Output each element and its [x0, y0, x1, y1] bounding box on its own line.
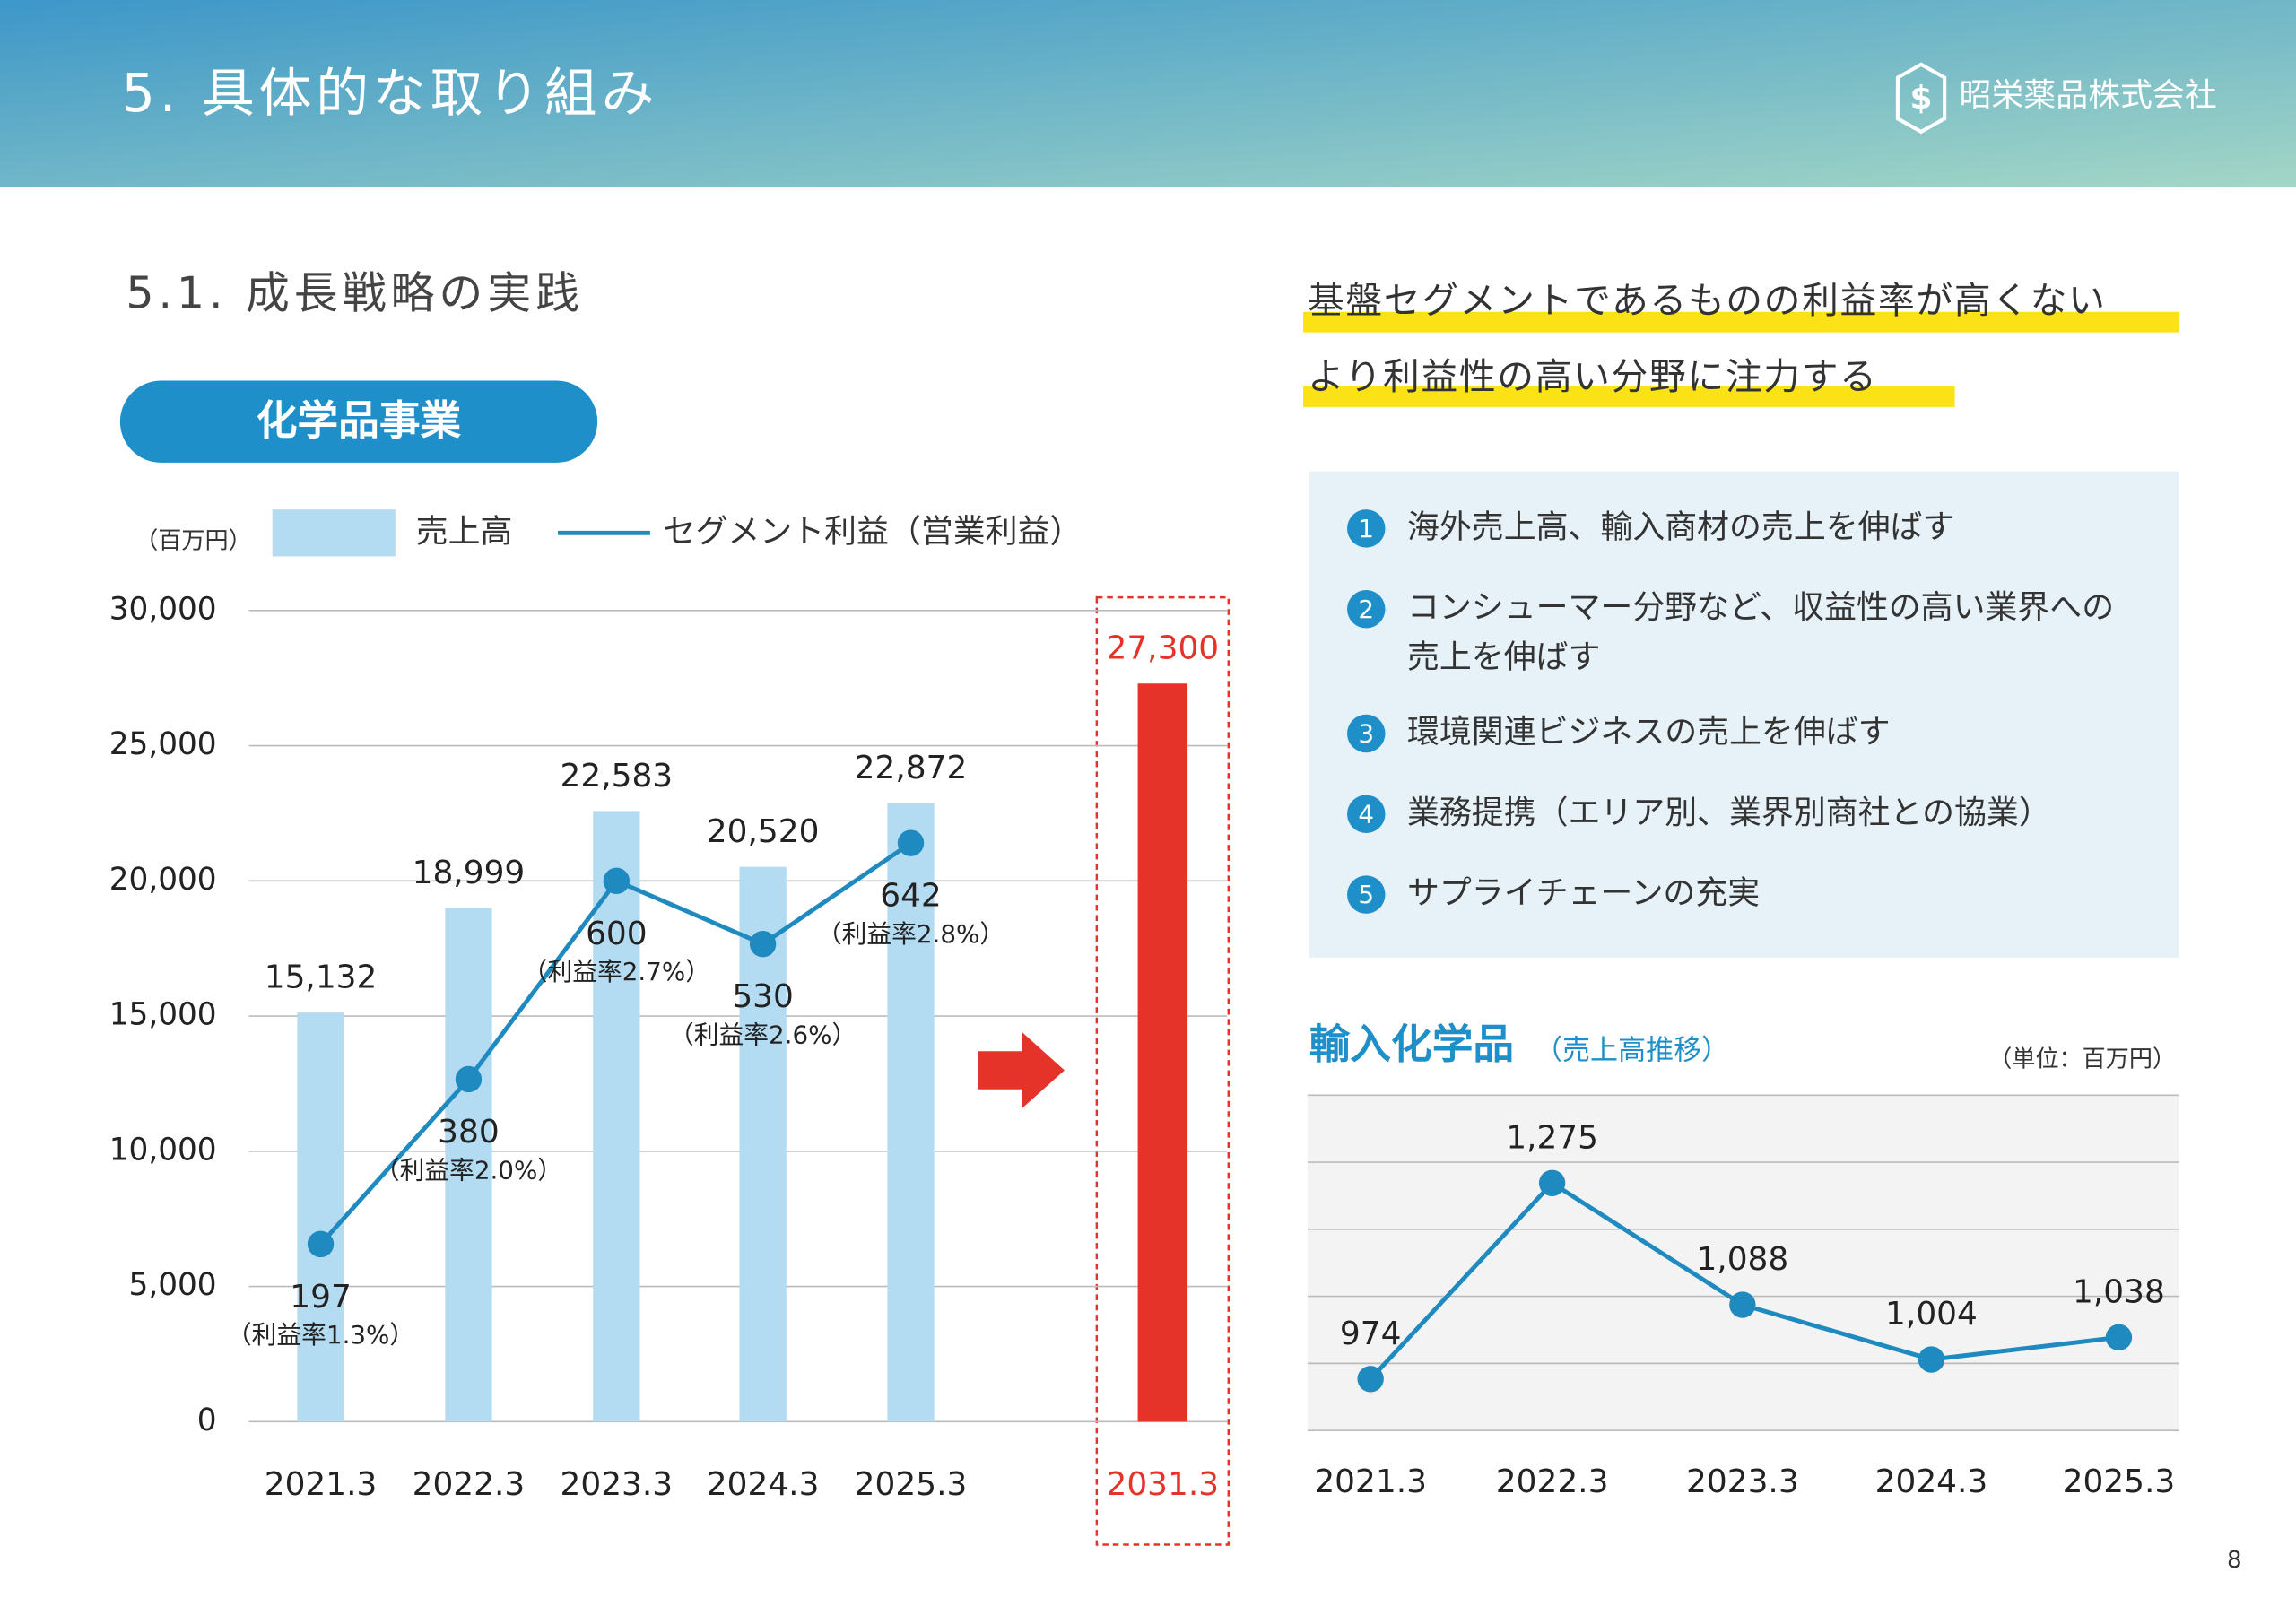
profit-rate: （利益率2.7%） — [523, 957, 710, 986]
profit-point — [307, 1230, 335, 1258]
value-label: 974 — [1340, 1316, 1402, 1352]
sales-point — [1538, 1169, 1566, 1196]
y-tick-label: 0 — [197, 1403, 217, 1438]
page-title: 5. 具体的な取り組み — [122, 62, 659, 124]
profit-label: 530 — [732, 978, 794, 1015]
highlight-text: より利益性の高い分野に注力する — [1308, 355, 1878, 398]
chart: （百万円） 売上高 セグメント利益（営業利益） 0 5,000 10,000 15,000 2… — [109, 509, 1231, 1546]
company-name: 昭栄薬品株式会社 — [1959, 77, 2216, 114]
logo-mark: $ — [1910, 80, 1933, 117]
list-item: 海外売上高、輸入商材の売上を伸ばす — [1407, 508, 1954, 545]
sales-point — [1357, 1366, 1384, 1393]
legend-swatch — [272, 509, 396, 557]
bar — [445, 908, 492, 1422]
value-label: 1,275 — [1506, 1119, 1598, 1156]
bar-value-label: 22,583 — [561, 758, 674, 795]
profit-label: 380 — [438, 1114, 500, 1151]
y-tick-label: 30,000 — [109, 591, 217, 627]
profit-point — [749, 931, 777, 958]
y-tick-label: 20,000 — [109, 862, 217, 898]
x-tick-label: 2031.3 — [1107, 1466, 1220, 1503]
x-tick-label: 2024.3 — [707, 1466, 820, 1503]
x-tick-label: 2023.3 — [1686, 1463, 1799, 1500]
x-tick-label: 2021.3 — [1314, 1463, 1427, 1500]
profit-rate: （利益率2.0%） — [375, 1155, 562, 1185]
list-number-circle — [1347, 589, 1386, 629]
profit-point — [455, 1065, 483, 1093]
list-number: 4 — [1358, 799, 1374, 829]
profit-point — [897, 829, 925, 856]
logo-icon — [1895, 62, 1947, 135]
x-tick-label: 2022.3 — [413, 1466, 526, 1503]
x-tick-label: 2023.3 — [561, 1466, 674, 1503]
list-box — [1309, 471, 2179, 958]
list-item: 売上を伸ばす — [1407, 639, 1600, 676]
value-label: 1,038 — [2073, 1273, 2165, 1310]
profit-rate: （利益率1.3%） — [227, 1320, 414, 1350]
value-label: 1,004 — [1885, 1296, 1978, 1333]
bar — [593, 811, 640, 1422]
profit-label: 197 — [290, 1279, 352, 1316]
bar — [739, 866, 787, 1422]
list-number-circle — [1347, 714, 1386, 753]
sales-point — [1729, 1291, 1756, 1318]
profit-point — [603, 867, 631, 895]
sales-point — [2105, 1324, 2133, 1351]
list-item: 環境関連ビジネスの売上を伸ばす — [1407, 714, 1891, 751]
x-tick-label: 2022.3 — [1496, 1463, 1609, 1500]
list-item: サプライチェーンの充実 — [1407, 875, 1760, 912]
y-tick-label: 5,000 — [129, 1267, 217, 1303]
section-title: 5.1. 成長戦略の実践 — [126, 267, 584, 318]
bar-value-label: 18,999 — [413, 855, 526, 891]
bar-value-label: 15,132 — [265, 960, 378, 996]
bar-value-label: 20,520 — [707, 813, 820, 850]
y-tick-label: 10,000 — [109, 1132, 217, 1168]
badge — [119, 380, 598, 463]
highlight — [1303, 386, 1955, 407]
y-tick-label: 25,000 — [109, 726, 217, 762]
unit-label: （単位：百万円） — [1988, 1046, 2176, 1073]
page-number: 8 — [2227, 1547, 2242, 1574]
list-number: 1 — [1358, 514, 1374, 543]
x-tick-label: 2025.3 — [2063, 1463, 2176, 1500]
bar — [887, 803, 935, 1422]
bar — [1137, 683, 1188, 1422]
profit-label: 600 — [586, 916, 648, 952]
profit-rate: （利益率2.6%） — [669, 1020, 857, 1050]
header-bar — [0, 0, 2296, 187]
list-item: 業務提携（エリア別、業界別商社との協業） — [1407, 795, 2051, 831]
bar — [297, 1012, 344, 1422]
chart-title: 輸入化学品 — [1309, 1020, 1515, 1068]
profit-rate: （利益率2.8%） — [817, 919, 1004, 949]
highlight — [1303, 311, 2179, 333]
chart-subtitle: （売上高推移） — [1535, 1034, 1729, 1066]
highlight-frame — [1095, 595, 1231, 1546]
badge-label: 化学品事業 — [257, 396, 462, 444]
highlight-text: 基盤セグメントであるものの利益率が高くない — [1308, 279, 2107, 322]
list-number: 3 — [1358, 719, 1374, 749]
bar-value-label: 22,872 — [855, 750, 968, 786]
legend-label: セグメント利益（営業利益） — [664, 513, 1083, 550]
unit-label: （百万円） — [135, 528, 252, 555]
bar-value-label: 27,300 — [1107, 630, 1220, 667]
list-number: 2 — [1358, 595, 1374, 624]
plot-area — [1307, 1095, 2179, 1431]
sales-point — [1918, 1346, 1945, 1373]
list: 1 海外売上高、輸入商材の売上を伸ばす 2 コンシューマー分野など、収益性の高い業界へ… — [1347, 508, 2114, 914]
list-number-circle — [1347, 509, 1386, 548]
arrow — [978, 1032, 1065, 1108]
x-tick-label: 2025.3 — [855, 1466, 968, 1503]
list-number-circle — [1347, 875, 1386, 914]
y-tick-label: 15,000 — [109, 997, 217, 1033]
value-label: 1,088 — [1696, 1241, 1788, 1278]
chart: 輸入化学品 （売上高推移） （単位：百万円） 974 2021.3 1,275 2022.3… — [1307, 1020, 2179, 1500]
x-tick-label: 2021.3 — [265, 1466, 378, 1503]
list-number-circle — [1347, 795, 1386, 834]
list-item: コンシューマー分野など、収益性の高い業界への — [1407, 589, 2114, 626]
x-tick-label: 2024.3 — [1875, 1463, 1988, 1500]
legend-label: 売上高 — [416, 513, 513, 550]
profit-label: 642 — [880, 878, 942, 915]
list-number: 5 — [1358, 880, 1374, 909]
